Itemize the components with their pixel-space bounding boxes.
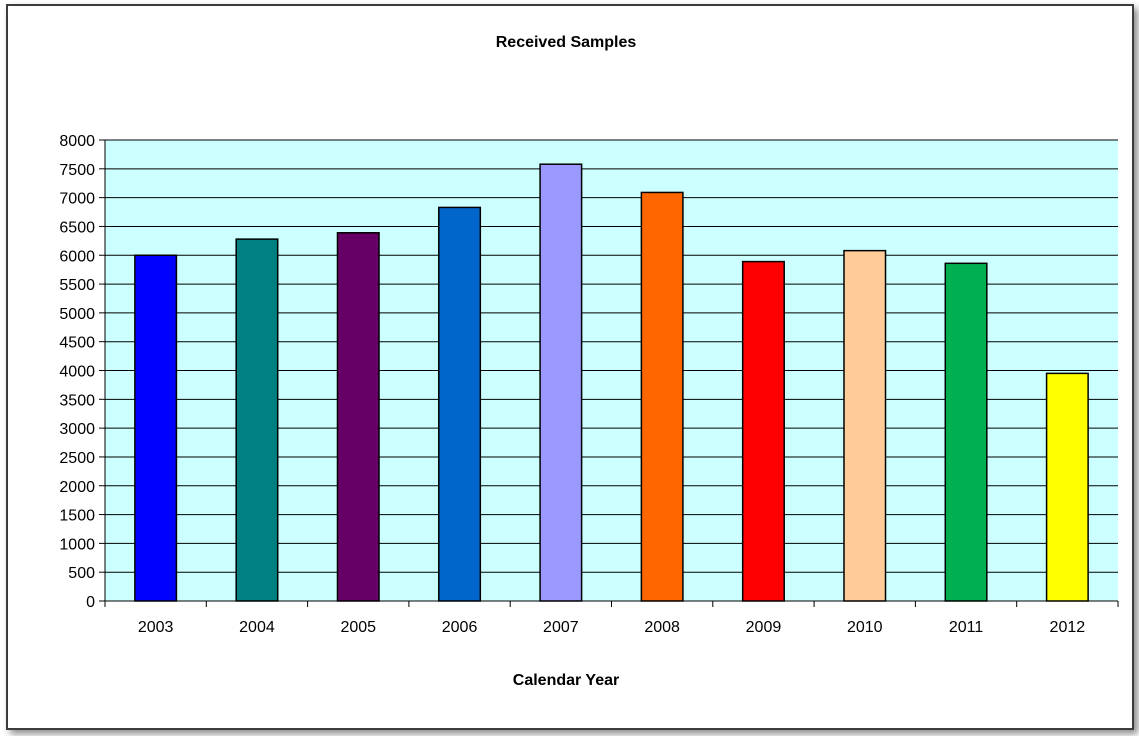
- x-tick-label: 2004: [239, 619, 275, 636]
- y-tick-label: 7500: [59, 162, 95, 179]
- bar-2008: [640, 191, 684, 602]
- bar-2011: [944, 262, 988, 602]
- y-tick-label: 8000: [59, 133, 95, 150]
- x-tick-label: 2009: [746, 619, 782, 636]
- chart-title: Received Samples: [496, 34, 637, 51]
- y-tick-label: 2000: [59, 479, 95, 496]
- bar-2009: [741, 260, 785, 602]
- y-tick-label: 7000: [59, 191, 95, 208]
- y-tick-label: 6000: [59, 248, 95, 265]
- bar-2007: [539, 163, 583, 602]
- y-tick-label: 6500: [59, 219, 95, 236]
- y-tick-label: 3500: [59, 392, 95, 409]
- bar-2010: [843, 249, 887, 602]
- y-tick-label: 500: [68, 565, 95, 582]
- y-tick-label: 1000: [59, 536, 95, 553]
- x-tick-label: 2005: [340, 619, 376, 636]
- bar-2005: [336, 232, 380, 602]
- x-tick-label: 2007: [543, 619, 579, 636]
- y-tick-label: 3000: [59, 421, 95, 438]
- y-tick-label: 4000: [59, 364, 95, 381]
- x-axis: 2003 2004 2005 2006 2007 2008 2009 2010 2011 2012: [104, 600, 1119, 636]
- bars: [134, 163, 1089, 602]
- y-tick-label: 5000: [59, 306, 95, 323]
- y-axis: 0 500 1000 1500 2000 2500 3000 3500 4000 4500 5000…: [59, 133, 106, 611]
- y-tick-label: 4500: [59, 335, 95, 352]
- bar-2012: [1045, 372, 1089, 602]
- chart-frame: Received Samples 0 500 1000 1500 2000 2500 300…: [6, 4, 1134, 730]
- bar-2003: [134, 254, 178, 602]
- x-tick-label: 2011: [949, 619, 984, 636]
- x-tick-label: 2006: [442, 619, 478, 636]
- bar-2004: [235, 238, 279, 602]
- x-tick-label: 2010: [847, 619, 883, 636]
- y-tick-label: 0: [86, 594, 95, 611]
- y-tick-label: 1500: [59, 508, 95, 525]
- bar-2006: [438, 206, 482, 602]
- y-tick-label: 2500: [59, 450, 95, 467]
- bar-chart: Received Samples 0 500 1000 1500 2000 2500 300…: [59, 34, 1119, 689]
- x-tick-label: 2003: [138, 619, 174, 636]
- x-tick-label: 2012: [1050, 619, 1086, 636]
- x-axis-label: Calendar Year: [513, 672, 619, 689]
- x-tick-label: 2008: [644, 619, 680, 636]
- y-tick-label: 5500: [59, 277, 95, 294]
